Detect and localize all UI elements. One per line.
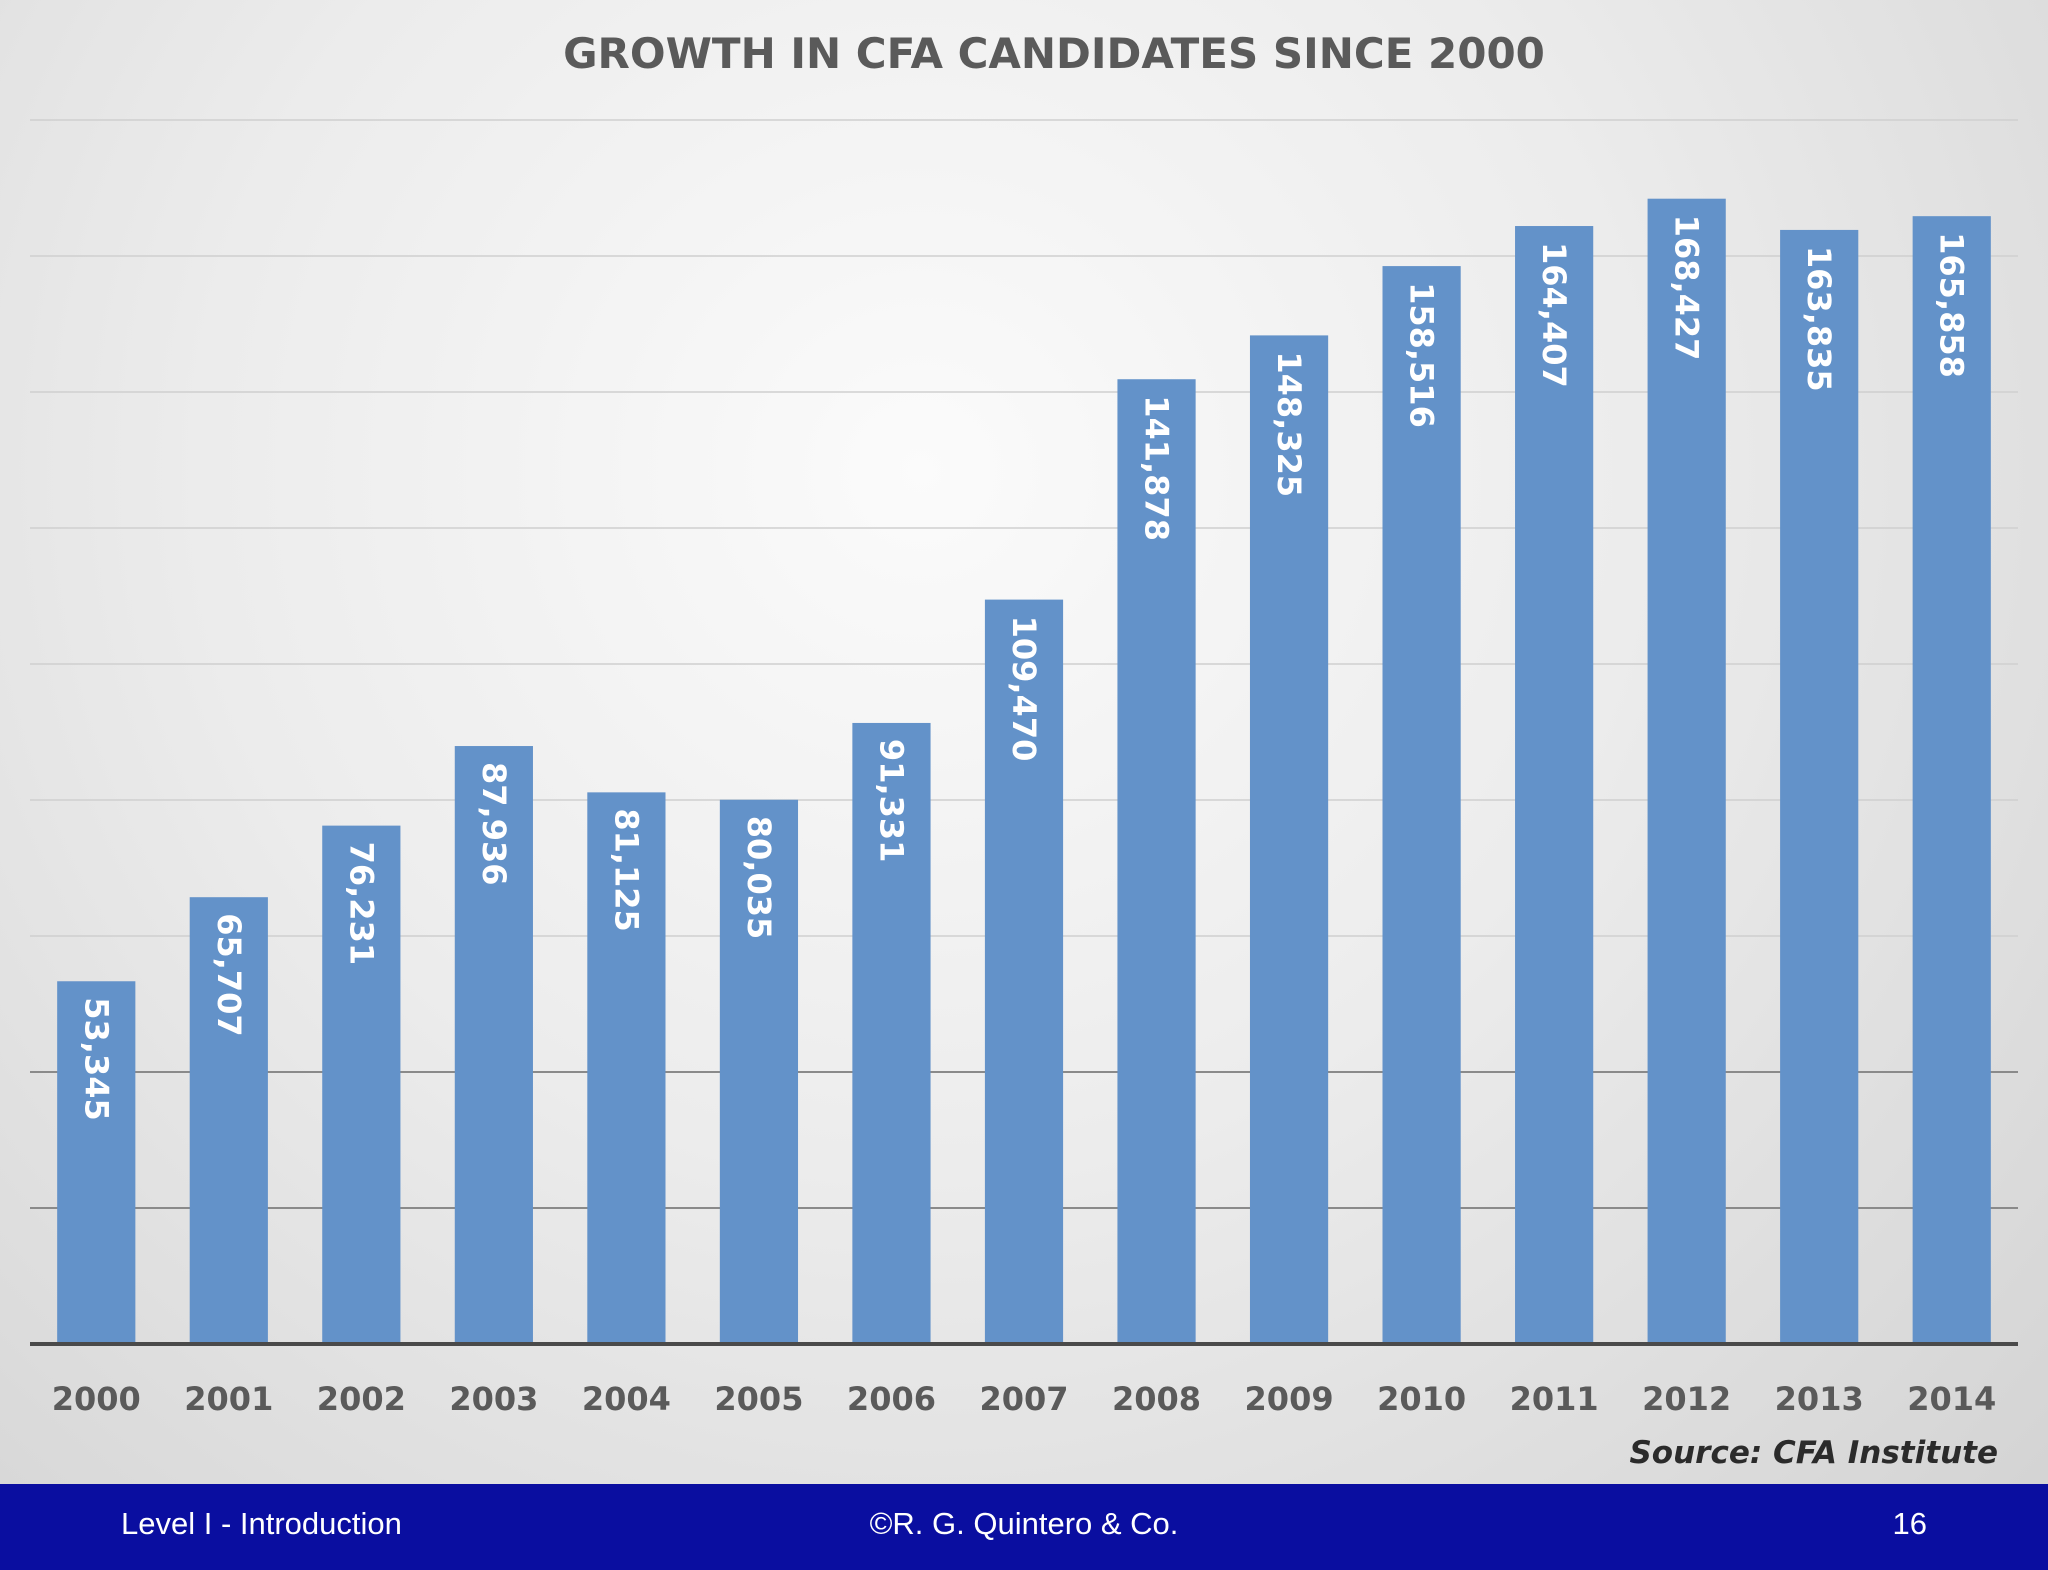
- x-tick-label-2002: 2002: [317, 1380, 406, 1418]
- bar-2005: [719, 799, 799, 1344]
- data-label-2010: 158,516: [1403, 282, 1441, 428]
- x-tick-label-2012: 2012: [1642, 1380, 1731, 1418]
- x-tick-label-2013: 2013: [1775, 1380, 1864, 1418]
- bar-2013: [1780, 229, 1859, 1344]
- data-label-2011: 164,407: [1535, 242, 1573, 388]
- x-tick-label-2010: 2010: [1377, 1380, 1466, 1418]
- slide-footer: Level I - Introduction ©R. G. Quintero &…: [0, 1484, 2048, 1570]
- bar-2008: [1117, 379, 1196, 1344]
- bar-2012: [1647, 198, 1726, 1344]
- data-label-2001: 65,707: [210, 913, 248, 1036]
- footer-page-number: 16: [1892, 1506, 1927, 1541]
- x-tick-label-2007: 2007: [979, 1380, 1068, 1418]
- x-tick-label-2011: 2011: [1510, 1380, 1599, 1418]
- bar-2010: [1382, 266, 1461, 1344]
- source-note: Source: CFA Institute: [1629, 1435, 1998, 1471]
- x-tick-label-2000: 2000: [52, 1380, 141, 1418]
- bar-2011: [1515, 226, 1594, 1345]
- x-tick-label-2009: 2009: [1245, 1380, 1334, 1418]
- bar-2009: [1249, 335, 1329, 1344]
- data-label-2014: 165,858: [1933, 232, 1971, 378]
- data-label-2007: 109,470: [1005, 616, 1043, 762]
- data-label-2013: 163,835: [1800, 246, 1838, 392]
- bars: 53,345 65,707 76,231 87,936 81,125 80,035 91,3…: [57, 198, 1991, 1345]
- chart-title: GROWTH IN CFA CANDIDATES SINCE 2000: [563, 29, 1545, 78]
- data-label-2009: 148,325: [1270, 351, 1308, 497]
- x-tick-label-2014: 2014: [1907, 1380, 1996, 1418]
- bar-chart: GROWTH IN CFA CANDIDATES SINCE 2000 53,3…: [30, 29, 2018, 1471]
- data-label-2004: 81,125: [607, 808, 645, 931]
- x-tick-label-2006: 2006: [847, 1380, 936, 1418]
- x-tick-label-2001: 2001: [184, 1380, 273, 1418]
- data-label-2012: 168,427: [1668, 215, 1706, 361]
- bar-2003: [454, 746, 533, 1344]
- x-tick-label-2004: 2004: [582, 1380, 671, 1418]
- bar-2000: [57, 981, 136, 1344]
- data-label-2008: 141,878: [1138, 395, 1176, 541]
- footer-copyright: ©R. G. Quintero & Co.: [869, 1506, 1179, 1541]
- bar-2004: [587, 792, 666, 1344]
- x-tick-label-2003: 2003: [449, 1380, 538, 1418]
- bar-2006: [852, 722, 931, 1344]
- data-label-2006: 91,331: [872, 739, 910, 862]
- x-axis-tick-labels: 2000 2001 2002 2003 2004 2005 2006 2007 2008 2009…: [52, 1380, 1997, 1418]
- bar-2001: [189, 897, 268, 1344]
- data-label-2005: 80,035: [740, 816, 778, 939]
- x-tick-label-2005: 2005: [714, 1380, 803, 1418]
- data-label-2002: 76,231: [342, 842, 380, 965]
- x-tick-label-2008: 2008: [1112, 1380, 1201, 1418]
- data-label-2000: 53,345: [77, 997, 115, 1120]
- footer-section-title: Level I - Introduction: [121, 1506, 402, 1541]
- bar-2002: [322, 825, 401, 1344]
- bar-2007: [984, 599, 1064, 1344]
- data-label-2003: 87,936: [475, 762, 513, 885]
- bar-2014: [1912, 216, 1991, 1344]
